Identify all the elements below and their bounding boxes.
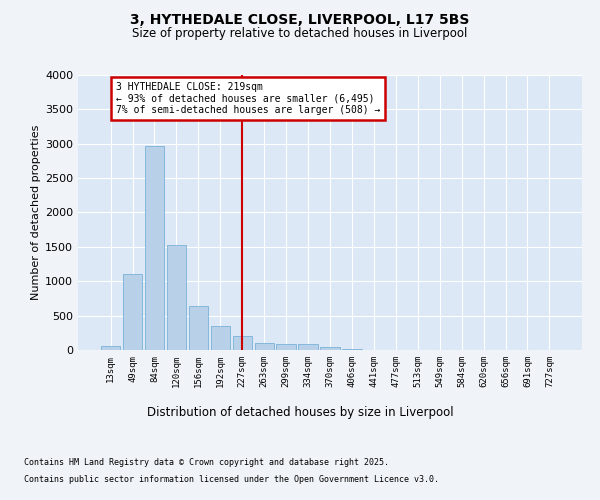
Text: Contains public sector information licensed under the Open Government Licence v3: Contains public sector information licen… [24,474,439,484]
Bar [233,336,252,350]
Bar [145,146,164,350]
Bar [320,347,340,350]
Bar [342,348,362,350]
Bar [211,326,230,350]
Text: 3 HYTHEDALE CLOSE: 219sqm
← 93% of detached houses are smaller (6,495)
7% of sem: 3 HYTHEDALE CLOSE: 219sqm ← 93% of detac… [116,82,380,115]
Text: 3, HYTHEDALE CLOSE, LIVERPOOL, L17 5BS: 3, HYTHEDALE CLOSE, LIVERPOOL, L17 5BS [130,12,470,26]
Bar [254,344,274,350]
Bar [101,346,120,350]
Bar [167,246,186,350]
Text: Size of property relative to detached houses in Liverpool: Size of property relative to detached ho… [133,28,467,40]
Bar [188,306,208,350]
Bar [123,274,142,350]
Y-axis label: Number of detached properties: Number of detached properties [31,125,41,300]
Bar [277,344,296,350]
Text: Distribution of detached houses by size in Liverpool: Distribution of detached houses by size … [146,406,454,419]
Text: Contains HM Land Registry data © Crown copyright and database right 2025.: Contains HM Land Registry data © Crown c… [24,458,389,467]
Bar [298,344,318,350]
